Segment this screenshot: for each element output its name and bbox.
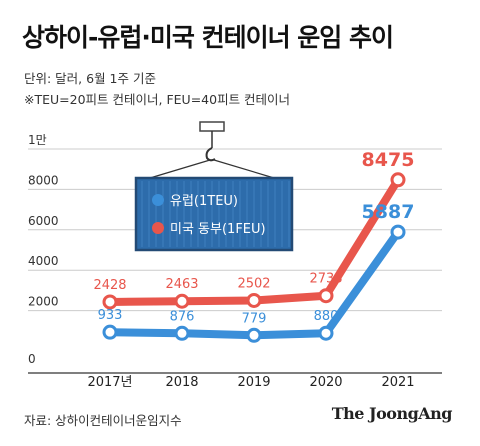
legend-label-europe: 유럽(1TEU) [170,194,238,209]
series-lines [102,172,406,343]
data-label-us-east: 2428 [93,278,126,293]
crane-hook [149,121,275,179]
x-tick-label: 2020 [309,375,342,390]
x-tick-label: 2021 [381,375,414,390]
data-label-europe: 876 [170,309,195,324]
data-label-europe: 779 [242,311,267,326]
data-point-us-east [174,293,190,309]
y-tick-label: 0 [28,352,36,366]
container-legend: 유럽(1TEU) 미국 동부(1FEU) [134,176,294,252]
y-tick-label: 2000 [28,295,59,309]
teu-feu-note: ※TEU=20피트 컨테이너, FEU=40피트 컨테이너 [24,92,291,107]
data-point-us-east [318,288,334,304]
data-label-europe: 5887 [362,201,415,223]
data-label-europe: 880 [314,309,339,324]
data-point-europe [318,325,334,341]
y-tick-label: 8000 [28,173,59,187]
x-tick-label: 2019 [237,375,270,390]
data-point-us-east [102,294,118,310]
data-point-europe [246,327,262,343]
y-axis-ticks: 0 2000 4000 6000 8000 1만 [28,133,59,366]
data-label-us-east: 2463 [165,277,198,292]
x-tick-label: 2018 [165,375,198,390]
y-tick-label: 4000 [28,254,59,268]
source-note: 자료: 상하이컨테이너운임지수 [24,413,182,428]
data-label-europe: 933 [98,308,123,323]
y-tick-label: 1만 [28,133,47,147]
data-labels: 933 876 779 880 5887 2428 2463 2502 2738 8475 [93,149,414,326]
data-label-us-east: 8475 [362,149,415,171]
data-point-europe [102,324,118,340]
y-tick-label: 6000 [28,214,59,228]
data-point-europe [390,224,406,240]
x-tick-label: 2017년 [87,375,132,390]
data-label-us-east: 2738 [309,272,342,287]
brand-logo: The JoongAng [331,404,453,423]
legend-label-us-east: 미국 동부(1FEU) [170,222,266,237]
unit-note: 단위: 달러, 6월 1주 기준 [24,71,156,86]
chart-title: 상하이-유럽·미국 컨테이너 운임 추이 [22,23,394,52]
x-axis-ticks: 2017년 2018 2019 2020 2021 [87,375,414,390]
data-point-us-east [390,172,406,188]
data-label-us-east: 2502 [237,276,270,291]
data-point-us-east [246,292,262,308]
data-point-europe [174,325,190,341]
